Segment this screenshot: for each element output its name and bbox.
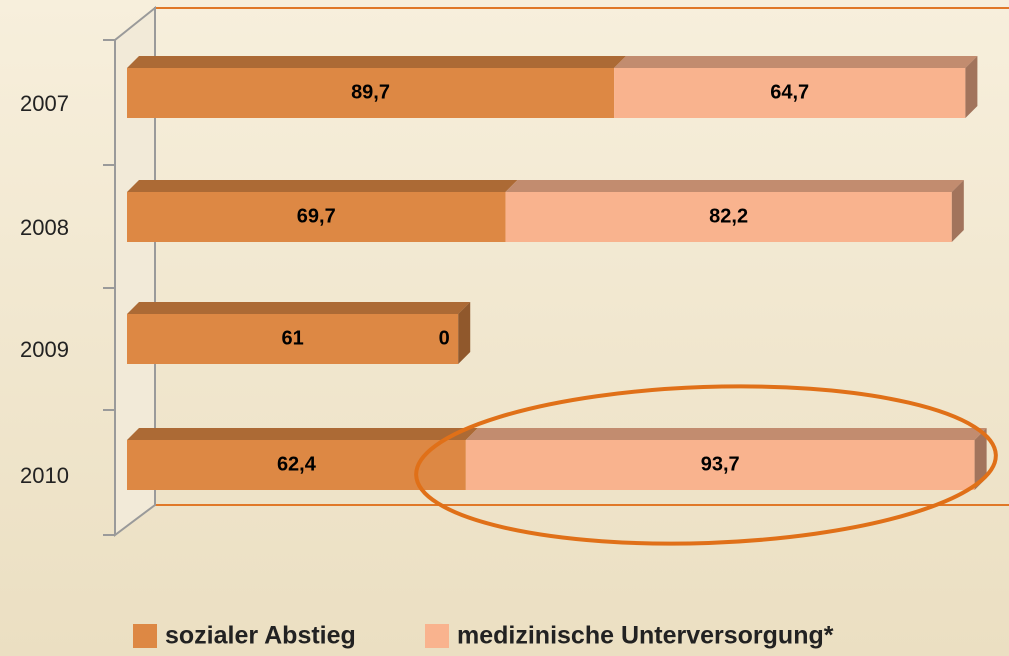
y-tick-label: 2008: [20, 215, 69, 240]
data-label: 69,7: [297, 205, 336, 227]
bar: [465, 440, 975, 490]
data-label: 62,4: [277, 453, 317, 475]
bar: [127, 440, 466, 490]
bar-end: [974, 428, 987, 490]
bar: [614, 68, 966, 118]
bar-end: [951, 180, 964, 242]
legend-label: medizinische Unterversorgung*: [457, 622, 834, 650]
bar: [505, 192, 952, 242]
y-tick-label: 2009: [20, 337, 69, 362]
bar: [127, 314, 459, 364]
bar-top: [127, 180, 518, 192]
bar-end: [458, 302, 471, 364]
bar-top: [614, 56, 978, 68]
bar-end: [965, 56, 978, 118]
legend-swatch: [133, 624, 157, 648]
bar-top: [127, 56, 627, 68]
bar-top: [127, 302, 471, 314]
data-label: 0: [439, 327, 450, 349]
data-label: 89,7: [351, 81, 390, 103]
legend-swatch: [425, 624, 449, 648]
y-tick-label: 2010: [20, 463, 69, 488]
legend-label: sozialer Abstieg: [165, 622, 356, 650]
y-tick-label: 2007: [20, 91, 69, 116]
category-separators: [103, 39, 115, 536]
data-label: 82,2: [709, 205, 748, 227]
bar-top: [127, 428, 478, 440]
bar-top: [465, 428, 987, 440]
bar: [127, 68, 615, 118]
data-label: 61: [281, 327, 303, 349]
bar-top: [505, 180, 964, 192]
bar: [127, 192, 506, 242]
data-label: 64,7: [770, 81, 809, 103]
data-label: 93,7: [701, 453, 740, 475]
highlight-ellipse: [414, 384, 998, 546]
